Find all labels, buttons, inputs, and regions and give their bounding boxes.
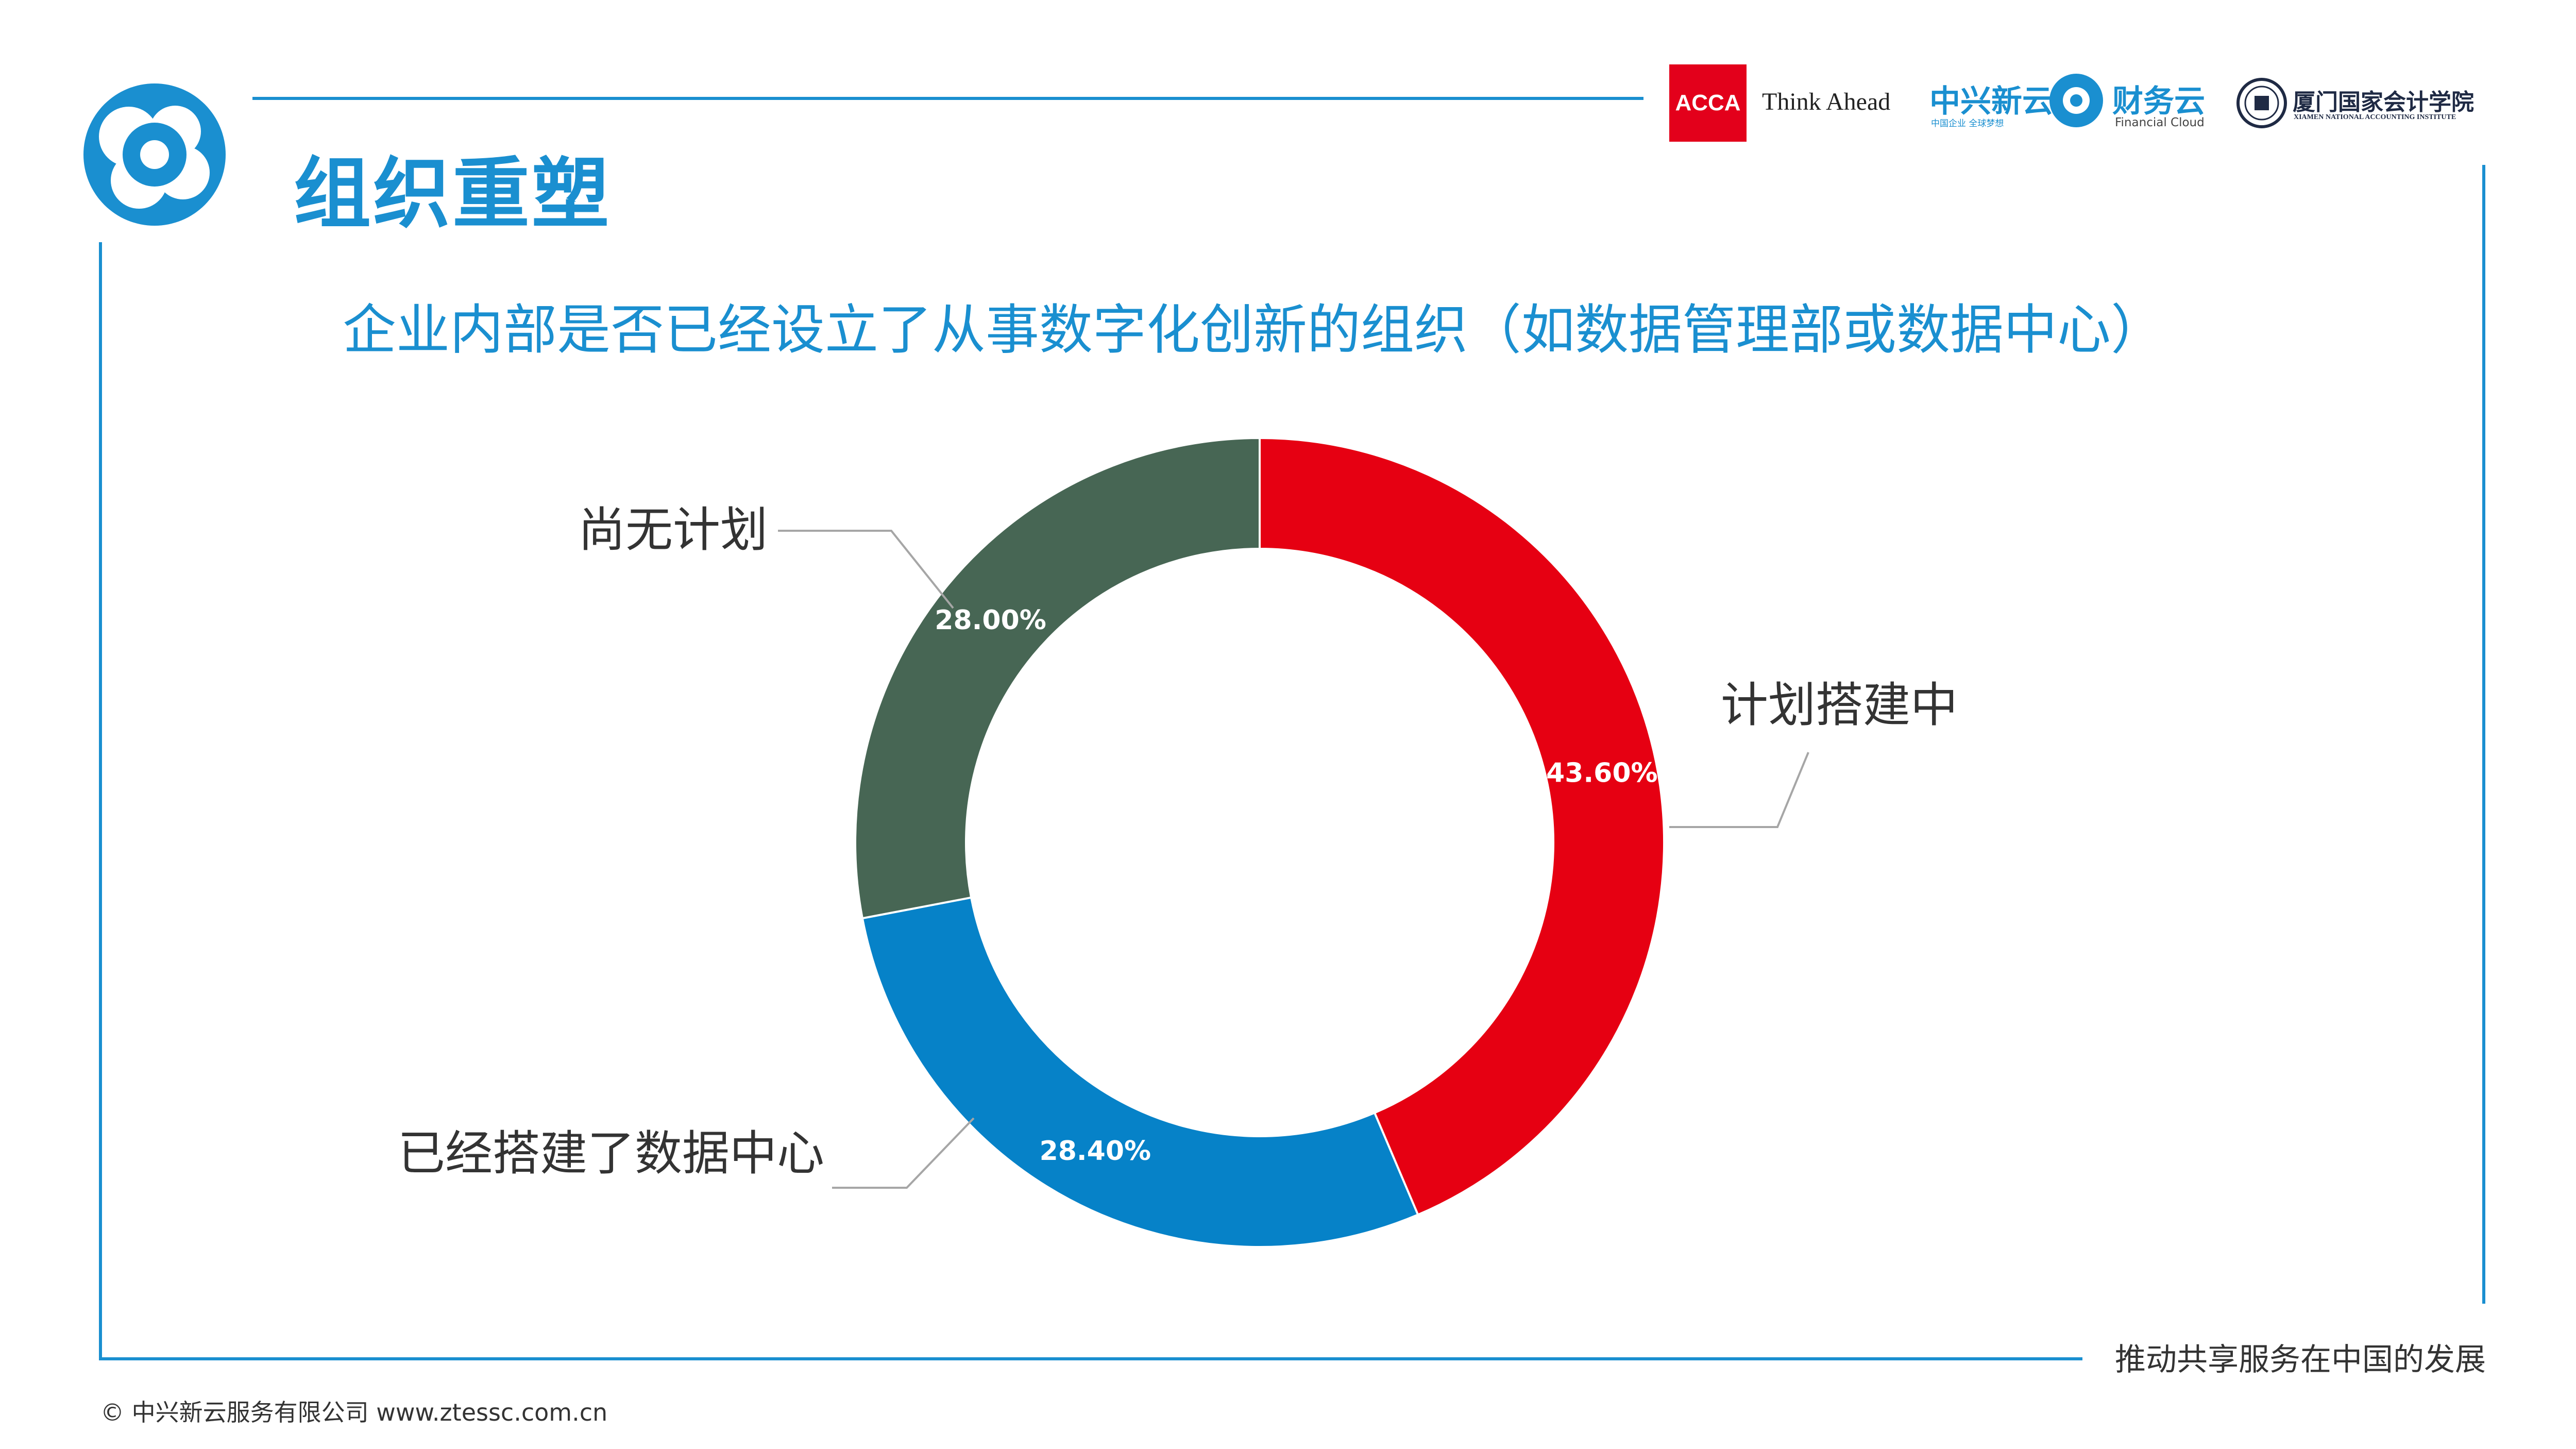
slice-value-label: 43.60% (1546, 758, 1658, 789)
acca-logo: ACCA (1669, 64, 1747, 142)
category-label: 已经搭建了数据中心 (398, 1126, 824, 1181)
leader-line (778, 530, 954, 609)
leader-line (1669, 752, 1809, 828)
xiamen-institute-seal-icon (2236, 78, 2287, 128)
chart-question: 企业内部是否已经设立了从事数字化创新的组织（如数据管理部或数据中心） (343, 298, 2165, 361)
category-label: 计划搭建中 (1721, 678, 1958, 733)
cloud-logo-icon (83, 83, 226, 226)
xiamen-institute-name: 厦门国家会计学院 (2293, 90, 2474, 115)
acca-tagline: Think Ahead (1762, 88, 1891, 115)
slice-planning (1259, 436, 1665, 1217)
financial-cloud-name: 财务云 (2112, 83, 2205, 120)
page-title: 组织重塑 (294, 149, 612, 239)
slice-value-label: 28.40% (1040, 1136, 1151, 1167)
financial-cloud-icon (2049, 74, 2103, 127)
zte-logo-sub: 中国企业 全球梦想 (1931, 119, 2004, 129)
slice-no-plan (854, 436, 1261, 920)
slice-built-data-center (861, 896, 1419, 1248)
leader-line (832, 1117, 975, 1189)
frame-right-border (2482, 165, 2485, 1304)
category-label: 尚无计划 (578, 502, 768, 558)
slice-value-label: 28.00% (935, 605, 1046, 636)
frame-bottom-border (99, 1357, 2082, 1360)
zte-logo-name: 中兴新云 (1929, 83, 2053, 120)
frame-left-border (99, 242, 102, 1360)
financial-cloud-sub: Financial Cloud (2115, 116, 2205, 129)
footer-copyright: © 中兴新云服务有限公司 www.ztessc.com.cn (100, 1399, 608, 1426)
header-rule (252, 97, 1643, 100)
footer-slogan: 推动共享服务在中国的发展 (2115, 1342, 2486, 1378)
xiamen-institute-sub: XIAMEN NATIONAL ACCOUNTING INSTITUTE (2294, 113, 2456, 121)
